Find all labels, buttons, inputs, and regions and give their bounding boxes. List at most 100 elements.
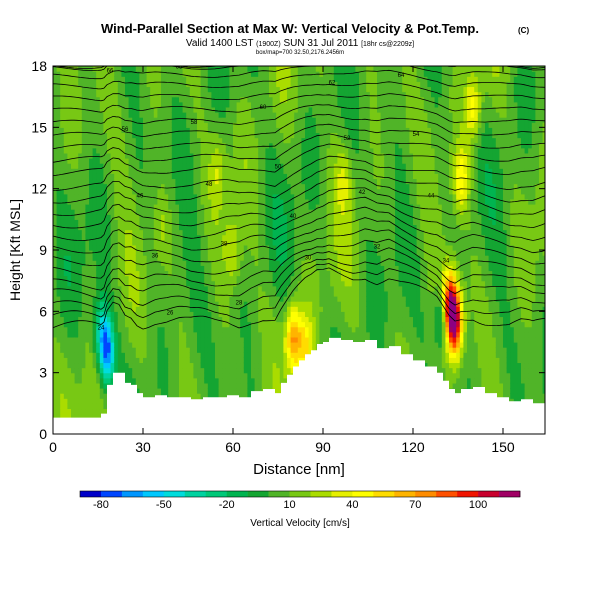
velocity-cell xyxy=(179,152,184,159)
velocity-cell xyxy=(233,301,238,307)
velocity-cell xyxy=(251,96,256,103)
velocity-cell xyxy=(168,183,173,190)
velocity-cell xyxy=(204,91,209,98)
velocity-cell xyxy=(60,66,65,72)
velocity-cell xyxy=(200,352,205,358)
velocity-cell xyxy=(81,163,86,169)
velocity-cell xyxy=(60,86,65,93)
velocity-cell xyxy=(168,311,173,318)
velocity-cell xyxy=(139,352,144,358)
velocity-cell xyxy=(85,132,90,139)
velocity-cell xyxy=(247,229,252,236)
velocity-cell xyxy=(110,81,115,88)
velocity-cell xyxy=(121,132,126,139)
velocity-cell xyxy=(175,372,180,379)
velocity-cell xyxy=(269,244,274,251)
velocity-cell xyxy=(114,336,119,343)
velocity-cell xyxy=(294,311,299,318)
velocity-cell xyxy=(168,347,173,353)
velocity-cell xyxy=(92,117,97,123)
velocity-cell xyxy=(53,362,58,369)
velocity-cell xyxy=(161,265,166,272)
velocity-cell xyxy=(254,301,259,307)
velocity-cell xyxy=(103,137,108,144)
velocity-cell xyxy=(287,86,292,93)
velocity-cell xyxy=(56,193,61,200)
velocity-cell xyxy=(287,275,292,282)
velocity-cell xyxy=(287,321,292,328)
velocity-cell xyxy=(110,280,115,287)
velocity-cell xyxy=(261,331,266,338)
velocity-cell xyxy=(175,158,180,164)
velocity-cell xyxy=(143,367,148,374)
velocity-cell xyxy=(85,301,90,307)
velocity-cell xyxy=(128,81,133,88)
velocity-cell xyxy=(200,168,205,174)
velocity-cell xyxy=(171,66,176,72)
velocity-cell xyxy=(236,296,241,302)
velocity-cell xyxy=(254,296,259,302)
velocity-cell xyxy=(146,188,151,195)
velocity-cell xyxy=(139,193,144,200)
velocity-cell xyxy=(186,178,191,185)
velocity-cell xyxy=(200,382,205,389)
velocity-cell xyxy=(67,301,72,307)
velocity-cell xyxy=(60,178,65,185)
velocity-cell xyxy=(269,137,274,144)
velocity-cell xyxy=(164,163,169,169)
velocity-cell xyxy=(103,96,108,103)
velocity-cell xyxy=(89,275,94,282)
velocity-cell xyxy=(63,270,68,277)
velocity-cell xyxy=(71,234,76,241)
velocity-cell xyxy=(272,377,277,384)
velocity-cell xyxy=(258,86,263,93)
velocity-cell xyxy=(204,372,209,379)
velocity-cell xyxy=(150,168,155,174)
velocity-cell xyxy=(110,331,115,338)
velocity-cell xyxy=(197,382,202,389)
velocity-cell xyxy=(110,377,115,384)
velocity-cell xyxy=(89,301,94,307)
velocity-cell xyxy=(117,357,122,364)
velocity-cell xyxy=(74,301,79,307)
velocity-cell xyxy=(89,357,94,364)
velocity-cell xyxy=(283,285,288,292)
velocity-cell xyxy=(287,229,292,236)
velocity-cell xyxy=(168,193,173,200)
velocity-cell xyxy=(143,163,148,169)
velocity-cell xyxy=(240,393,245,399)
velocity-cell xyxy=(121,336,126,343)
velocity-cell xyxy=(168,382,173,389)
velocity-cell xyxy=(81,388,86,394)
velocity-cell xyxy=(89,183,94,190)
velocity-cell xyxy=(135,250,140,256)
velocity-cell xyxy=(222,219,227,226)
velocity-cell xyxy=(179,132,184,139)
velocity-cell xyxy=(171,229,176,236)
velocity-cell xyxy=(204,122,209,128)
velocity-cell xyxy=(272,209,277,215)
velocity-cell xyxy=(269,132,274,139)
velocity-cell xyxy=(161,142,166,149)
velocity-cell xyxy=(121,168,126,174)
velocity-cell xyxy=(200,71,205,77)
velocity-cell xyxy=(294,255,299,261)
velocity-cell xyxy=(107,270,112,277)
velocity-cell xyxy=(114,204,119,210)
velocity-cell xyxy=(222,296,227,302)
velocity-cell xyxy=(60,270,65,277)
velocity-cell xyxy=(240,296,245,302)
velocity-cell xyxy=(290,280,295,287)
velocity-cell xyxy=(92,173,97,180)
velocity-cell xyxy=(294,280,299,287)
velocity-cell xyxy=(153,209,158,215)
velocity-cell xyxy=(254,66,259,72)
velocity-cell xyxy=(283,71,288,77)
velocity-cell xyxy=(218,372,223,379)
velocity-cell xyxy=(265,214,270,220)
velocity-cell xyxy=(287,106,292,113)
velocity-cell xyxy=(139,301,144,307)
velocity-cell xyxy=(297,137,302,144)
velocity-cell xyxy=(99,96,104,103)
velocity-cell xyxy=(283,198,288,205)
